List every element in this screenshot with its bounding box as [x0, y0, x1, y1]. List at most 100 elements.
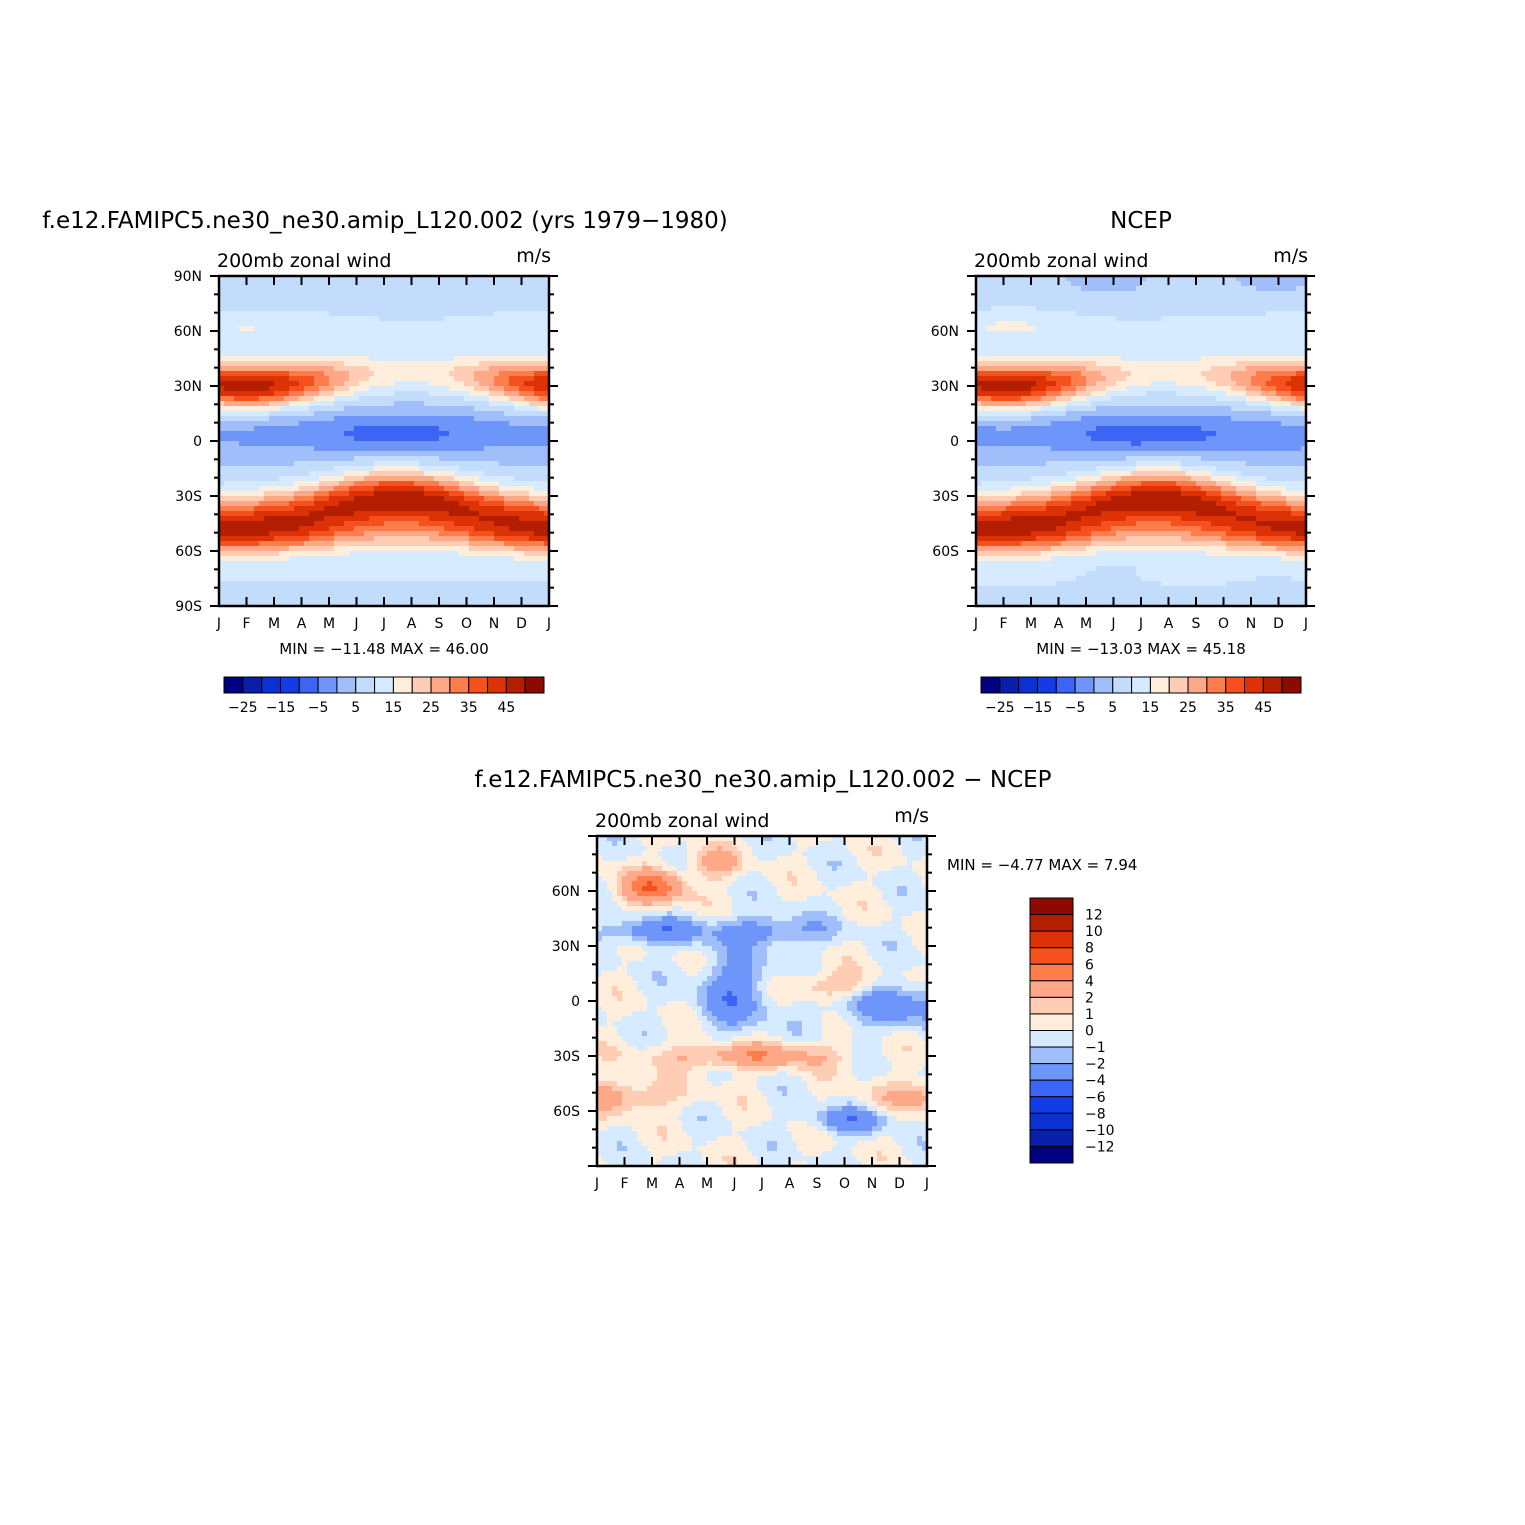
contour-cell — [414, 461, 420, 467]
contour-cell — [329, 421, 335, 427]
contour-cell — [981, 291, 987, 297]
contour-cell — [529, 436, 535, 442]
contour-cell — [514, 396, 520, 402]
contour-cell — [524, 341, 530, 347]
contour-cell — [309, 321, 315, 327]
contour-cell — [489, 511, 495, 517]
contour-cell — [304, 481, 310, 487]
contour-cell — [489, 566, 495, 572]
contour-cell — [354, 421, 360, 427]
contour-cell — [224, 601, 230, 606]
contour-cell — [234, 286, 240, 292]
contour-cell — [404, 376, 410, 382]
contour-cell — [534, 366, 540, 372]
contour-cell — [259, 361, 265, 367]
contour-cell — [394, 421, 400, 427]
contour-cell — [399, 546, 405, 552]
contour-cell — [324, 591, 330, 597]
panel-model-subtitle: 200mb zonal wind — [217, 250, 391, 272]
contour-cell — [389, 426, 395, 432]
contour-cell — [389, 406, 395, 412]
contour-cell — [479, 471, 485, 477]
contour-cell — [294, 516, 300, 522]
contour-cell — [429, 581, 435, 587]
contour-cell — [439, 551, 445, 557]
contour-cell — [354, 346, 360, 352]
contour-cell — [1136, 281, 1142, 287]
contour-cell — [244, 396, 250, 402]
contour-cell — [249, 486, 255, 492]
contour-cell — [494, 581, 500, 587]
contour-cell — [414, 376, 420, 382]
contour-cell — [419, 541, 425, 547]
contour-cell — [454, 336, 460, 342]
contour-cell — [289, 331, 295, 337]
contour-cell — [314, 391, 320, 397]
contour-cell — [274, 601, 280, 606]
contour-cell — [1091, 281, 1097, 287]
contour-cell — [269, 471, 275, 477]
contour-cell — [479, 406, 485, 412]
contour-cell — [374, 321, 380, 327]
contour-cell — [274, 326, 280, 332]
contour-cell — [269, 576, 275, 582]
contour-cell — [474, 321, 480, 327]
contour-cell — [509, 501, 515, 507]
contour-cell — [514, 536, 520, 542]
contour-cell — [354, 471, 360, 477]
contour-cell — [284, 546, 290, 552]
contour-cell — [1031, 286, 1037, 292]
contour-cell — [479, 351, 485, 357]
contour-cell — [524, 391, 530, 397]
contour-cell — [229, 526, 235, 532]
contour-cell — [279, 586, 285, 592]
colorbar-label: 45 — [497, 700, 515, 716]
contour-cell — [304, 436, 310, 442]
contour-cell — [479, 451, 485, 457]
contour-cell — [309, 421, 315, 427]
contour-cell — [544, 476, 549, 482]
contour-cell — [299, 416, 305, 422]
contour-cell — [484, 341, 490, 347]
contour-cell — [474, 356, 480, 362]
contour-cell — [494, 566, 500, 572]
contour-cell — [394, 486, 400, 492]
contour-cell — [394, 276, 400, 282]
contour-cell — [489, 391, 495, 397]
contour-cell — [289, 356, 295, 362]
contour-cell — [279, 441, 285, 447]
contour-cell — [259, 436, 265, 442]
contour-cell — [544, 341, 549, 347]
contour-cell — [319, 576, 325, 582]
contour-cell — [1196, 276, 1202, 282]
contour-cell — [529, 301, 535, 307]
contour-cell — [244, 386, 250, 392]
contour-cell — [254, 551, 260, 557]
contour-cell — [239, 601, 245, 606]
contour-cell — [309, 401, 315, 407]
contour-cell — [529, 491, 535, 497]
contour-cell — [509, 416, 515, 422]
contour-cell — [1296, 296, 1302, 302]
contour-cell — [354, 541, 360, 547]
contour-cell — [334, 531, 340, 537]
contour-cell — [539, 366, 545, 372]
contour-cell — [379, 371, 385, 377]
contour-cell — [229, 546, 235, 552]
contour-cell — [329, 496, 335, 502]
contour-cell — [464, 291, 470, 297]
contour-cell — [304, 391, 310, 397]
contour-cell — [264, 336, 270, 342]
contour-cell — [364, 481, 370, 487]
contour-cell — [1161, 291, 1167, 297]
contour-cell — [534, 336, 540, 342]
contour-cell — [319, 526, 325, 532]
contour-cell — [439, 556, 445, 562]
contour-cell — [249, 396, 255, 402]
contour-cell — [374, 366, 380, 372]
contour-cell — [414, 316, 420, 322]
contour-cell — [504, 286, 510, 292]
contour-cell — [444, 306, 450, 312]
contour-cell — [534, 416, 540, 422]
contour-cell — [1126, 311, 1132, 317]
